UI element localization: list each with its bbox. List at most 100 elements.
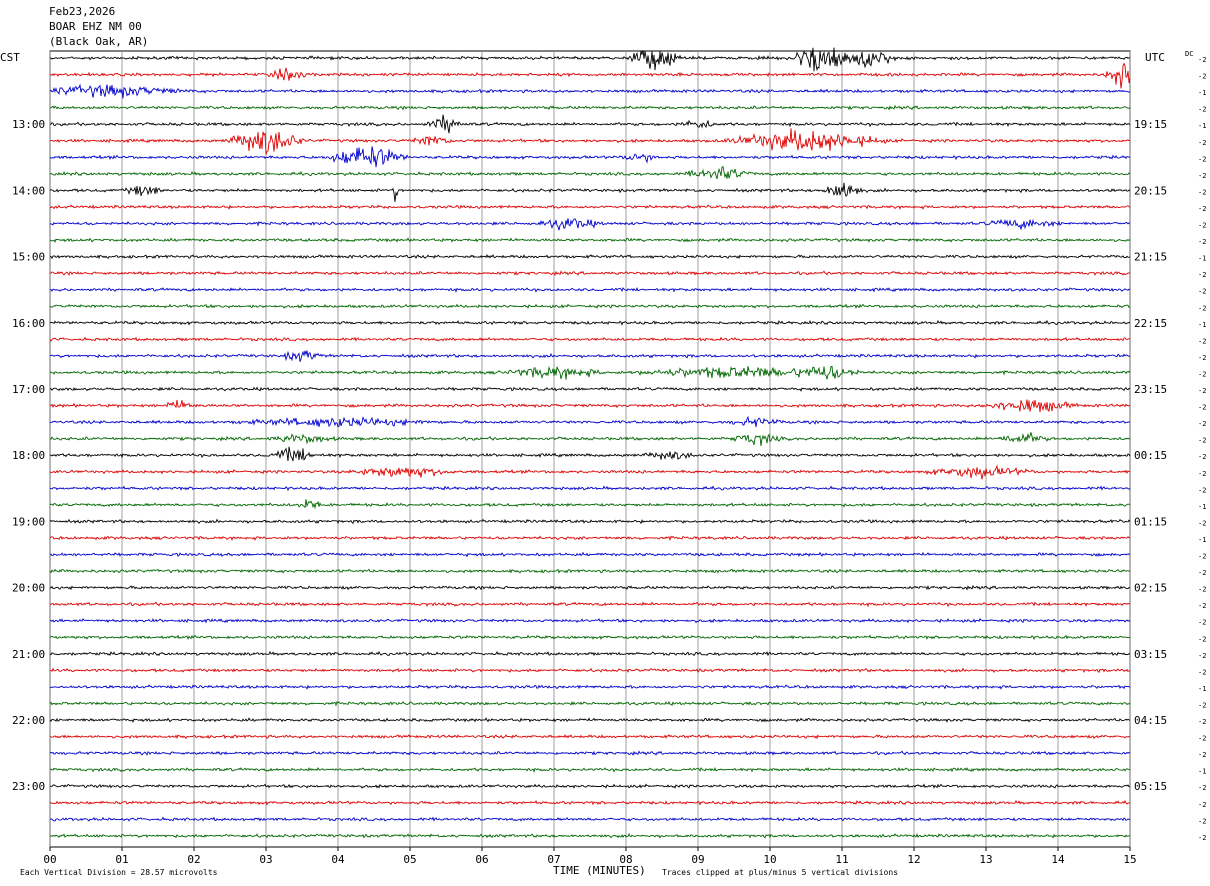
- trace-29: [49, 535, 1131, 542]
- x-tick-label-06: 06: [475, 853, 488, 866]
- left-hour-label: 18:00: [12, 449, 45, 462]
- trace-36: [49, 650, 1131, 657]
- trace-30: [49, 551, 1131, 558]
- dc-offset-label-27: -1: [1198, 503, 1206, 511]
- x-tick-label-07: 07: [547, 853, 560, 866]
- right-axis-label: UTC: [1145, 51, 1165, 64]
- dc-offset-label-8: -2: [1198, 188, 1206, 196]
- left-hour-label: 14:00: [12, 184, 45, 197]
- trace-45: [49, 799, 1131, 806]
- dc-offset-label-29: -1: [1198, 536, 1206, 544]
- right-hour-label: 22:15: [1134, 317, 1167, 330]
- header-station: BOAR EHZ NM 00: [49, 20, 142, 33]
- dc-offset-label-37: -2: [1198, 668, 1206, 676]
- trace-37: [49, 667, 1131, 674]
- trace-43: [49, 767, 1131, 773]
- trace-31: [49, 568, 1131, 574]
- dc-offset-label-5: -2: [1198, 139, 1206, 147]
- dc-offset-label-4: -1: [1198, 122, 1206, 130]
- dc-offset-label-24: -2: [1198, 453, 1206, 461]
- trace-24: [50, 446, 1131, 462]
- trace-27: [49, 499, 1131, 510]
- trace-12: [50, 254, 1131, 260]
- left-hour-label: 15:00: [12, 251, 45, 264]
- trace-10: [49, 218, 1130, 231]
- x-tick-label-11: 11: [835, 853, 848, 866]
- dc-offset-label-16: -1: [1198, 321, 1206, 329]
- x-tick-label-01: 01: [115, 853, 128, 866]
- dc-offset-label-42: -2: [1198, 751, 1206, 759]
- trace-0: [49, 47, 1131, 72]
- dc-offset-label-7: -2: [1198, 172, 1206, 180]
- dc-offset-label-28: -2: [1198, 519, 1206, 527]
- dc-offset-label-43: -1: [1198, 768, 1206, 776]
- trace-15: [49, 303, 1131, 309]
- trace-8: [49, 182, 1131, 202]
- header-location: (Black Oak, AR): [49, 35, 149, 48]
- dc-offset-label-20: -2: [1198, 387, 1206, 395]
- trace-13: [49, 270, 1131, 277]
- footer-clip-note: Traces clipped at plus/minus 5 vertical …: [662, 868, 898, 877]
- trace-41: [49, 734, 1131, 740]
- trace-33: [49, 601, 1131, 608]
- right-hour-label: 04:15: [1134, 714, 1167, 727]
- trace-42: [49, 750, 1131, 757]
- trace-25: [49, 464, 1131, 480]
- x-axis-title: TIME (MINUTES): [553, 864, 646, 877]
- right-hour-label: 19:15: [1134, 118, 1167, 131]
- x-tick-label-13: 13: [979, 853, 992, 866]
- trace-19: [49, 365, 1131, 380]
- dc-offset-label-33: -2: [1198, 602, 1206, 610]
- left-hour-label: 19:00: [12, 515, 45, 528]
- left-hour-label: 23:00: [12, 780, 45, 793]
- dc-offset-label-25: -2: [1198, 470, 1206, 478]
- left-hour-label: 22:00: [12, 714, 45, 727]
- dc-offset-label-47: -2: [1198, 834, 1206, 842]
- trace-44: [49, 783, 1131, 789]
- left-hour-label: 21:00: [12, 648, 45, 661]
- right-hour-label: 20:15: [1134, 184, 1167, 197]
- right-hour-label: 23:15: [1134, 383, 1167, 396]
- x-tick-label-10: 10: [763, 853, 776, 866]
- x-tick-label-00: 00: [43, 853, 56, 866]
- trace-5: [49, 128, 1131, 155]
- trace-39: [49, 700, 1131, 707]
- header-date: Feb23,2026: [49, 5, 116, 18]
- trace-26: [49, 485, 1131, 492]
- right-hour-label: 02:15: [1134, 582, 1167, 595]
- dc-offset-label-44: -2: [1198, 784, 1206, 792]
- trace-18: [49, 350, 1131, 362]
- trace-14: [49, 287, 1131, 293]
- dc-offset-label-46: -2: [1198, 817, 1206, 825]
- x-tick-label-14: 14: [1051, 853, 1065, 866]
- left-hour-label: 13:00: [12, 118, 45, 131]
- x-tick-label-08: 08: [619, 853, 632, 866]
- x-tick-label-12: 12: [907, 853, 920, 866]
- left-axis-label: CST: [0, 51, 20, 64]
- trace-4: [50, 114, 1131, 134]
- dc-offset-label-30: -2: [1198, 553, 1206, 561]
- dc-offset-label-10: -2: [1198, 222, 1206, 230]
- dc-offset-label-26: -2: [1198, 486, 1206, 494]
- dc-offset-label-39: -2: [1198, 701, 1206, 709]
- dc-offset-label-38: -1: [1198, 685, 1206, 693]
- left-hour-label: 16:00: [12, 317, 45, 330]
- trace-2: [49, 83, 1131, 99]
- trace-16: [49, 319, 1131, 326]
- dc-offset-label-22: -2: [1198, 420, 1206, 428]
- x-tick-label-03: 03: [259, 853, 272, 866]
- dc-offset-label-23: -2: [1198, 437, 1206, 445]
- trace-9: [49, 204, 1131, 210]
- right-hour-label: 03:15: [1134, 648, 1167, 661]
- left-hour-label: 20:00: [12, 582, 45, 595]
- trace-23: [49, 432, 1131, 446]
- footer-scale-note: Each Vertical Division = 28.57 microvolt…: [20, 868, 218, 877]
- trace-3: [50, 104, 1131, 111]
- dc-offset-label-11: -2: [1198, 238, 1206, 246]
- x-tick-label-02: 02: [187, 853, 200, 866]
- dc-offset-label-36: -2: [1198, 652, 1206, 660]
- x-tick-label-04: 04: [331, 853, 345, 866]
- dc-offset-label-1: -2: [1198, 73, 1206, 81]
- trace-47: [49, 832, 1131, 839]
- dc-offset-label-40: -2: [1198, 718, 1206, 726]
